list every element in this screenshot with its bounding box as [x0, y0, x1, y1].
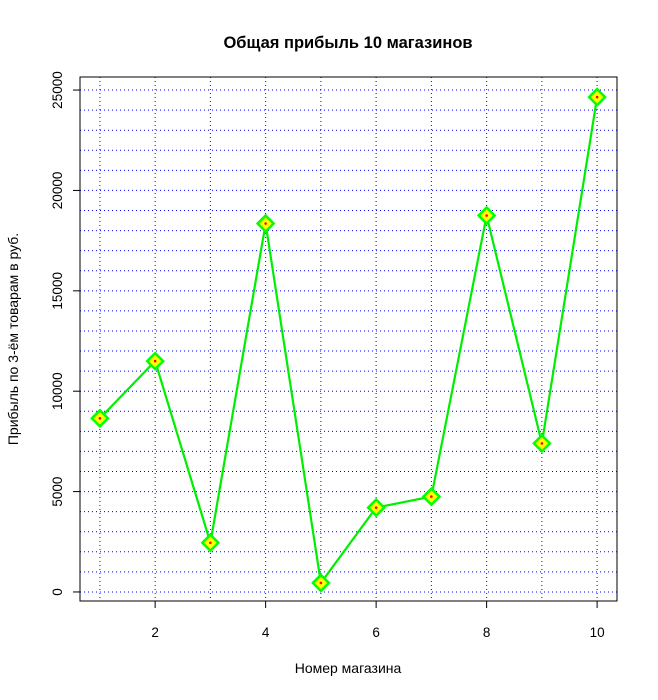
- x-tick-label: 4: [262, 625, 270, 640]
- x-tick-label: 6: [372, 625, 380, 640]
- marker-center-dot: [540, 442, 544, 445]
- marker-center-dot: [98, 417, 102, 420]
- y-tick-label: 25000: [50, 71, 65, 109]
- data-point-marker: [145, 351, 165, 371]
- marker-center-dot: [153, 359, 157, 363]
- marker-layer: [90, 87, 607, 593]
- x-axis-label: Номер магазина: [295, 660, 402, 676]
- x-tick-label: 10: [590, 625, 605, 640]
- marker-center-dot: [374, 506, 378, 509]
- y-tick-label: 20000: [50, 172, 65, 210]
- data-point-marker: [90, 408, 110, 429]
- x-tick-label: 8: [483, 625, 491, 640]
- grid-layer: [80, 77, 617, 601]
- y-tick-label: 15000: [50, 272, 65, 310]
- data-point-marker: [421, 486, 442, 507]
- marker-center-dot: [209, 541, 212, 545]
- series-line: [99, 96, 599, 586]
- data-point-marker: [311, 573, 331, 593]
- data-point-marker: [532, 433, 552, 454]
- data-point-marker: [255, 213, 276, 234]
- plot-frame: [79, 76, 618, 602]
- marker-center-dot: [485, 214, 488, 217]
- series-layer: [99, 96, 599, 586]
- y-tick-label: 0: [50, 588, 65, 596]
- data-point-marker: [476, 205, 497, 226]
- y-axis-label: Прибыль по 3-ём товарам в руб.: [5, 233, 21, 445]
- chart-title: Общая прибыль 10 магазинов: [223, 34, 472, 52]
- x-tick-label: 2: [151, 625, 159, 640]
- marker-center-dot: [264, 222, 267, 225]
- y-tick-label: 5000: [50, 477, 65, 507]
- data-point-marker: [366, 497, 386, 518]
- data-point-marker: [587, 87, 607, 107]
- marker-center-dot: [595, 95, 599, 99]
- data-point-marker: [200, 533, 221, 553]
- marker-center-dot: [430, 495, 433, 498]
- axis-layer: 2 4 6 8 10 0 5000 10000 15000 20000 25000: [50, 71, 605, 640]
- y-tick-label: 10000: [50, 372, 65, 410]
- marker-center-dot: [319, 581, 323, 585]
